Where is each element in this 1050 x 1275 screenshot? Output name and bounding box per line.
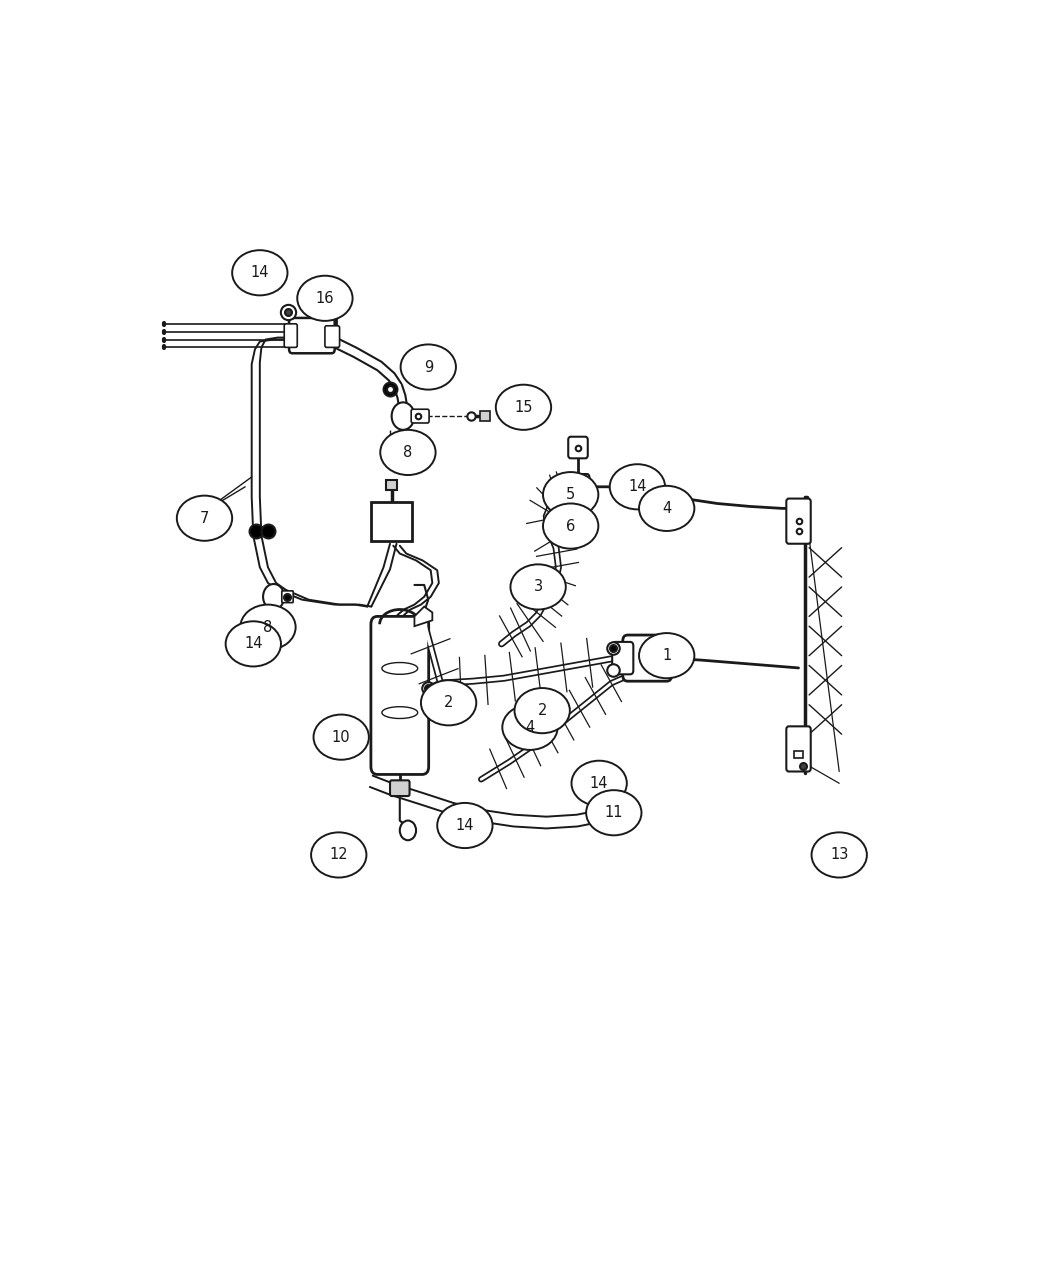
- Ellipse shape: [586, 790, 642, 835]
- FancyBboxPatch shape: [412, 409, 429, 423]
- Text: 7: 7: [200, 511, 209, 525]
- Text: 12: 12: [330, 848, 348, 862]
- FancyBboxPatch shape: [786, 727, 811, 771]
- Ellipse shape: [314, 714, 369, 760]
- Text: 13: 13: [830, 848, 848, 862]
- Ellipse shape: [401, 344, 456, 390]
- Polygon shape: [331, 296, 342, 309]
- Ellipse shape: [812, 833, 867, 877]
- Ellipse shape: [380, 430, 436, 476]
- Ellipse shape: [232, 250, 288, 296]
- Ellipse shape: [639, 634, 694, 678]
- Text: 14: 14: [244, 636, 262, 652]
- Ellipse shape: [421, 680, 477, 725]
- Circle shape: [647, 491, 673, 523]
- Bar: [372, 501, 412, 541]
- Text: 15: 15: [514, 400, 532, 414]
- Text: 2: 2: [538, 703, 547, 718]
- Text: 4: 4: [525, 720, 534, 734]
- Text: 14: 14: [590, 775, 608, 790]
- Ellipse shape: [543, 504, 598, 548]
- Ellipse shape: [437, 803, 492, 848]
- Ellipse shape: [610, 464, 665, 510]
- FancyBboxPatch shape: [281, 590, 293, 603]
- FancyBboxPatch shape: [612, 641, 633, 674]
- Ellipse shape: [311, 833, 366, 877]
- FancyBboxPatch shape: [285, 324, 297, 347]
- Ellipse shape: [514, 688, 570, 733]
- FancyBboxPatch shape: [324, 326, 339, 347]
- Ellipse shape: [297, 275, 353, 321]
- Ellipse shape: [543, 472, 598, 518]
- FancyBboxPatch shape: [568, 437, 588, 458]
- Polygon shape: [430, 682, 443, 694]
- Ellipse shape: [240, 604, 296, 650]
- Text: 1: 1: [663, 648, 671, 663]
- Ellipse shape: [176, 496, 232, 541]
- Bar: [386, 479, 397, 490]
- Ellipse shape: [571, 761, 627, 806]
- FancyBboxPatch shape: [659, 641, 680, 674]
- Ellipse shape: [496, 385, 551, 430]
- FancyBboxPatch shape: [567, 474, 589, 500]
- Text: 3: 3: [533, 579, 543, 594]
- Bar: [480, 412, 490, 421]
- Text: 10: 10: [332, 729, 351, 745]
- Ellipse shape: [639, 486, 694, 530]
- Text: 5: 5: [566, 487, 575, 502]
- FancyBboxPatch shape: [623, 635, 672, 681]
- Text: 16: 16: [316, 291, 334, 306]
- FancyBboxPatch shape: [371, 616, 428, 774]
- Ellipse shape: [502, 705, 558, 750]
- FancyBboxPatch shape: [289, 317, 335, 353]
- Ellipse shape: [226, 621, 281, 667]
- Text: 9: 9: [423, 360, 433, 375]
- Text: 2: 2: [444, 695, 454, 710]
- Text: 14: 14: [251, 265, 269, 280]
- Circle shape: [264, 584, 285, 609]
- FancyBboxPatch shape: [390, 780, 410, 796]
- Circle shape: [400, 821, 416, 840]
- Ellipse shape: [510, 565, 566, 609]
- Text: 8: 8: [403, 445, 413, 460]
- Text: 14: 14: [456, 819, 475, 833]
- Bar: [332, 288, 341, 296]
- FancyBboxPatch shape: [786, 499, 811, 543]
- Text: 8: 8: [264, 620, 273, 635]
- Text: 11: 11: [605, 806, 623, 820]
- Text: 4: 4: [663, 501, 671, 516]
- Polygon shape: [415, 607, 433, 626]
- Bar: [794, 751, 803, 757]
- Text: 14: 14: [628, 479, 647, 495]
- Text: 6: 6: [566, 519, 575, 533]
- Circle shape: [392, 403, 415, 430]
